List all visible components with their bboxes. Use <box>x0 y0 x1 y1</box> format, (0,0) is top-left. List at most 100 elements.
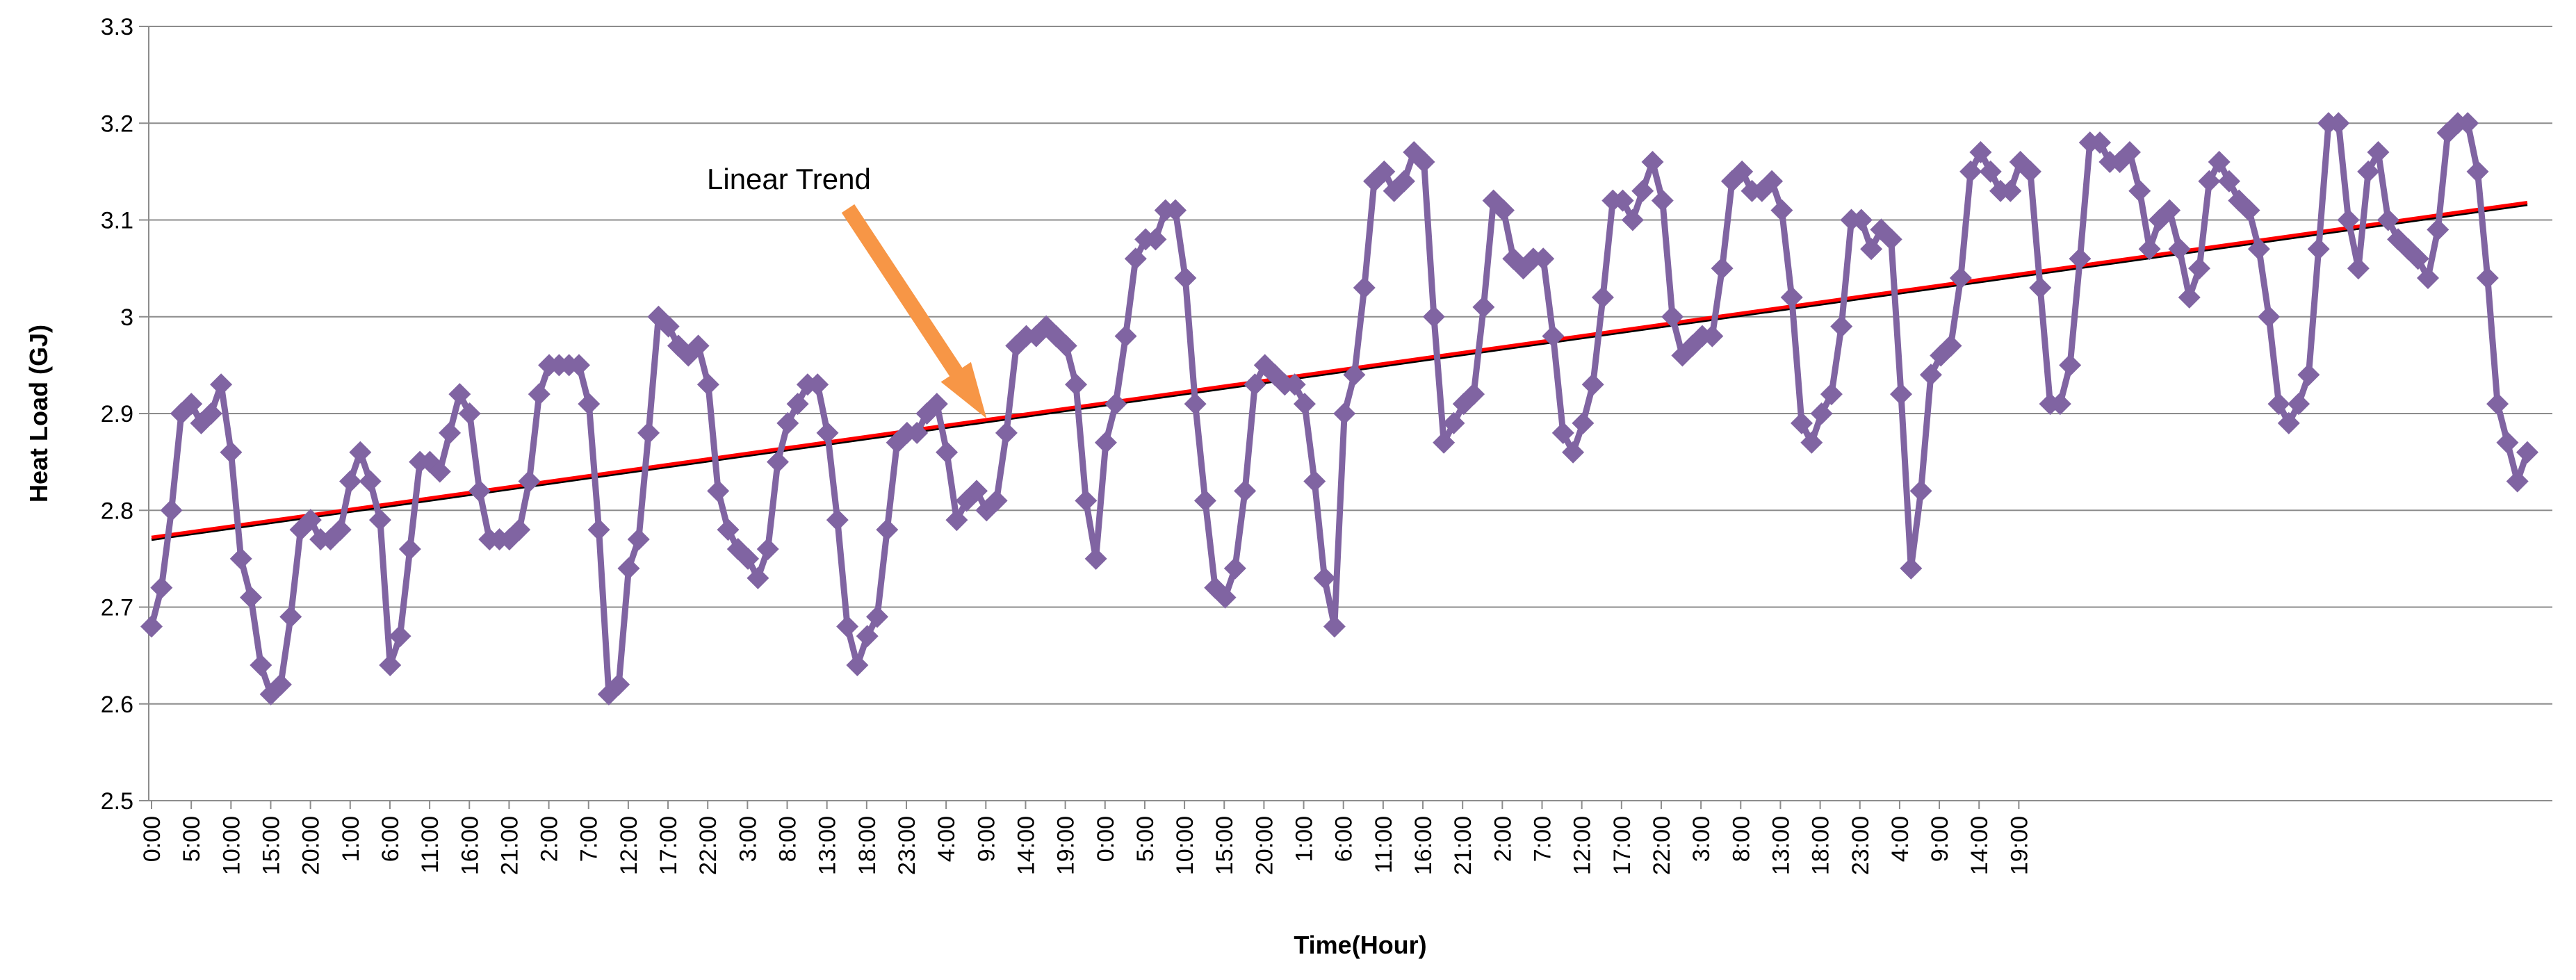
data-point <box>1800 431 1823 454</box>
data-point <box>1223 557 1246 580</box>
data-point <box>389 625 411 648</box>
x-tick-label: 5:00 <box>179 816 205 862</box>
data-point <box>2377 209 2399 231</box>
data-point <box>985 489 1008 512</box>
data-point <box>945 509 968 532</box>
data-point <box>2406 247 2429 270</box>
data-point <box>856 625 879 648</box>
data-point <box>1184 393 1207 416</box>
data-point <box>1959 160 1982 183</box>
x-tick-label: 11:00 <box>417 816 443 874</box>
data-point <box>1591 286 1614 309</box>
data-point <box>1114 325 1137 348</box>
annotation-arrow <box>841 204 987 418</box>
x-tick-label: 21:00 <box>1450 816 1476 875</box>
data-point <box>279 605 302 628</box>
x-tick-label: 21:00 <box>496 816 523 875</box>
data-point <box>2069 247 2092 270</box>
data-point <box>2019 160 2041 183</box>
data-point <box>210 373 233 396</box>
data-point <box>617 557 640 580</box>
data-point <box>269 673 292 696</box>
x-tick-label: 20:00 <box>1251 816 1278 875</box>
data-point <box>1422 305 1445 328</box>
data-point <box>1641 150 1664 173</box>
data-point <box>806 373 829 396</box>
data-point <box>1193 489 1216 512</box>
data-point <box>1303 470 1326 493</box>
data-point <box>2277 411 2300 434</box>
data-point <box>766 450 789 473</box>
data-point <box>1919 364 1942 386</box>
data-point <box>608 673 630 696</box>
data-point <box>1731 160 1754 183</box>
data-point <box>578 393 601 416</box>
data-point <box>1283 373 1306 396</box>
x-tick-label: 11:00 <box>1371 816 1397 874</box>
data-point <box>2297 364 2320 386</box>
x-tick-label: 7:00 <box>576 816 603 862</box>
data-point <box>1094 431 1117 454</box>
data-point <box>1403 141 1426 164</box>
data-point <box>140 615 163 638</box>
data-point <box>1909 480 1932 503</box>
x-tick-label: 18:00 <box>854 816 881 875</box>
data-point <box>1770 199 1793 222</box>
data-point <box>1979 160 2002 183</box>
data-point <box>2347 257 2370 280</box>
data-point <box>2217 170 2240 193</box>
x-tick-label: 1:00 <box>1291 816 1318 862</box>
data-point <box>229 547 252 570</box>
data-point <box>220 441 243 464</box>
x-tick-label: 22:00 <box>695 816 722 875</box>
x-tick-label: 16:00 <box>1410 816 1437 875</box>
data-point <box>587 518 610 541</box>
data-point <box>2427 218 2449 241</box>
x-tick-label: 17:00 <box>655 816 682 875</box>
x-tick-label: 16:00 <box>457 816 483 875</box>
x-tick-label: 14:00 <box>1013 816 1039 875</box>
data-point <box>1542 325 1565 348</box>
data-point <box>2247 238 2270 261</box>
data-point <box>2138 238 2161 261</box>
data-point <box>359 470 382 493</box>
data-point <box>1611 189 1634 212</box>
data-point <box>439 421 462 444</box>
data-point <box>2267 393 2290 416</box>
data-point <box>518 470 541 493</box>
data-point <box>1164 199 1187 222</box>
x-tick-label: 23:00 <box>894 816 920 875</box>
y-tick-labels: 2.5 2.6 2.7 2.8 2.9 3 3.1 3.2 3.3 <box>101 14 133 815</box>
data-point <box>379 654 402 677</box>
gridlines <box>149 26 2552 705</box>
data-point <box>1880 228 1902 251</box>
data-point <box>1492 199 1515 222</box>
data-point <box>2307 238 2330 261</box>
trend-line-layer <box>151 200 2528 541</box>
data-point <box>1054 334 1077 357</box>
x-tick-label: 23:00 <box>1848 816 1874 875</box>
data-point <box>2337 209 2360 231</box>
data-point <box>150 576 173 599</box>
data-point <box>1234 480 1257 503</box>
y-tick-label: 2.8 <box>101 498 133 524</box>
data-point <box>2486 393 2509 416</box>
x-tick-label: 10:00 <box>218 816 245 875</box>
data-point <box>398 537 421 560</box>
data-point <box>747 566 769 589</box>
data-point <box>1462 383 1485 406</box>
data-point <box>2118 141 2141 164</box>
data-point <box>1581 373 1604 396</box>
data-point <box>865 605 888 628</box>
data-point <box>1701 325 1724 348</box>
data-point <box>2258 305 2281 328</box>
data-point <box>1353 276 1376 299</box>
data-point <box>1104 393 1127 416</box>
data-point <box>1174 267 1197 290</box>
x-tick-label: 17:00 <box>1609 816 1636 875</box>
data-point <box>2158 199 2181 222</box>
x-tick-label: 7:00 <box>1530 816 1556 862</box>
data-point <box>1850 209 1873 231</box>
data-point <box>657 315 680 338</box>
